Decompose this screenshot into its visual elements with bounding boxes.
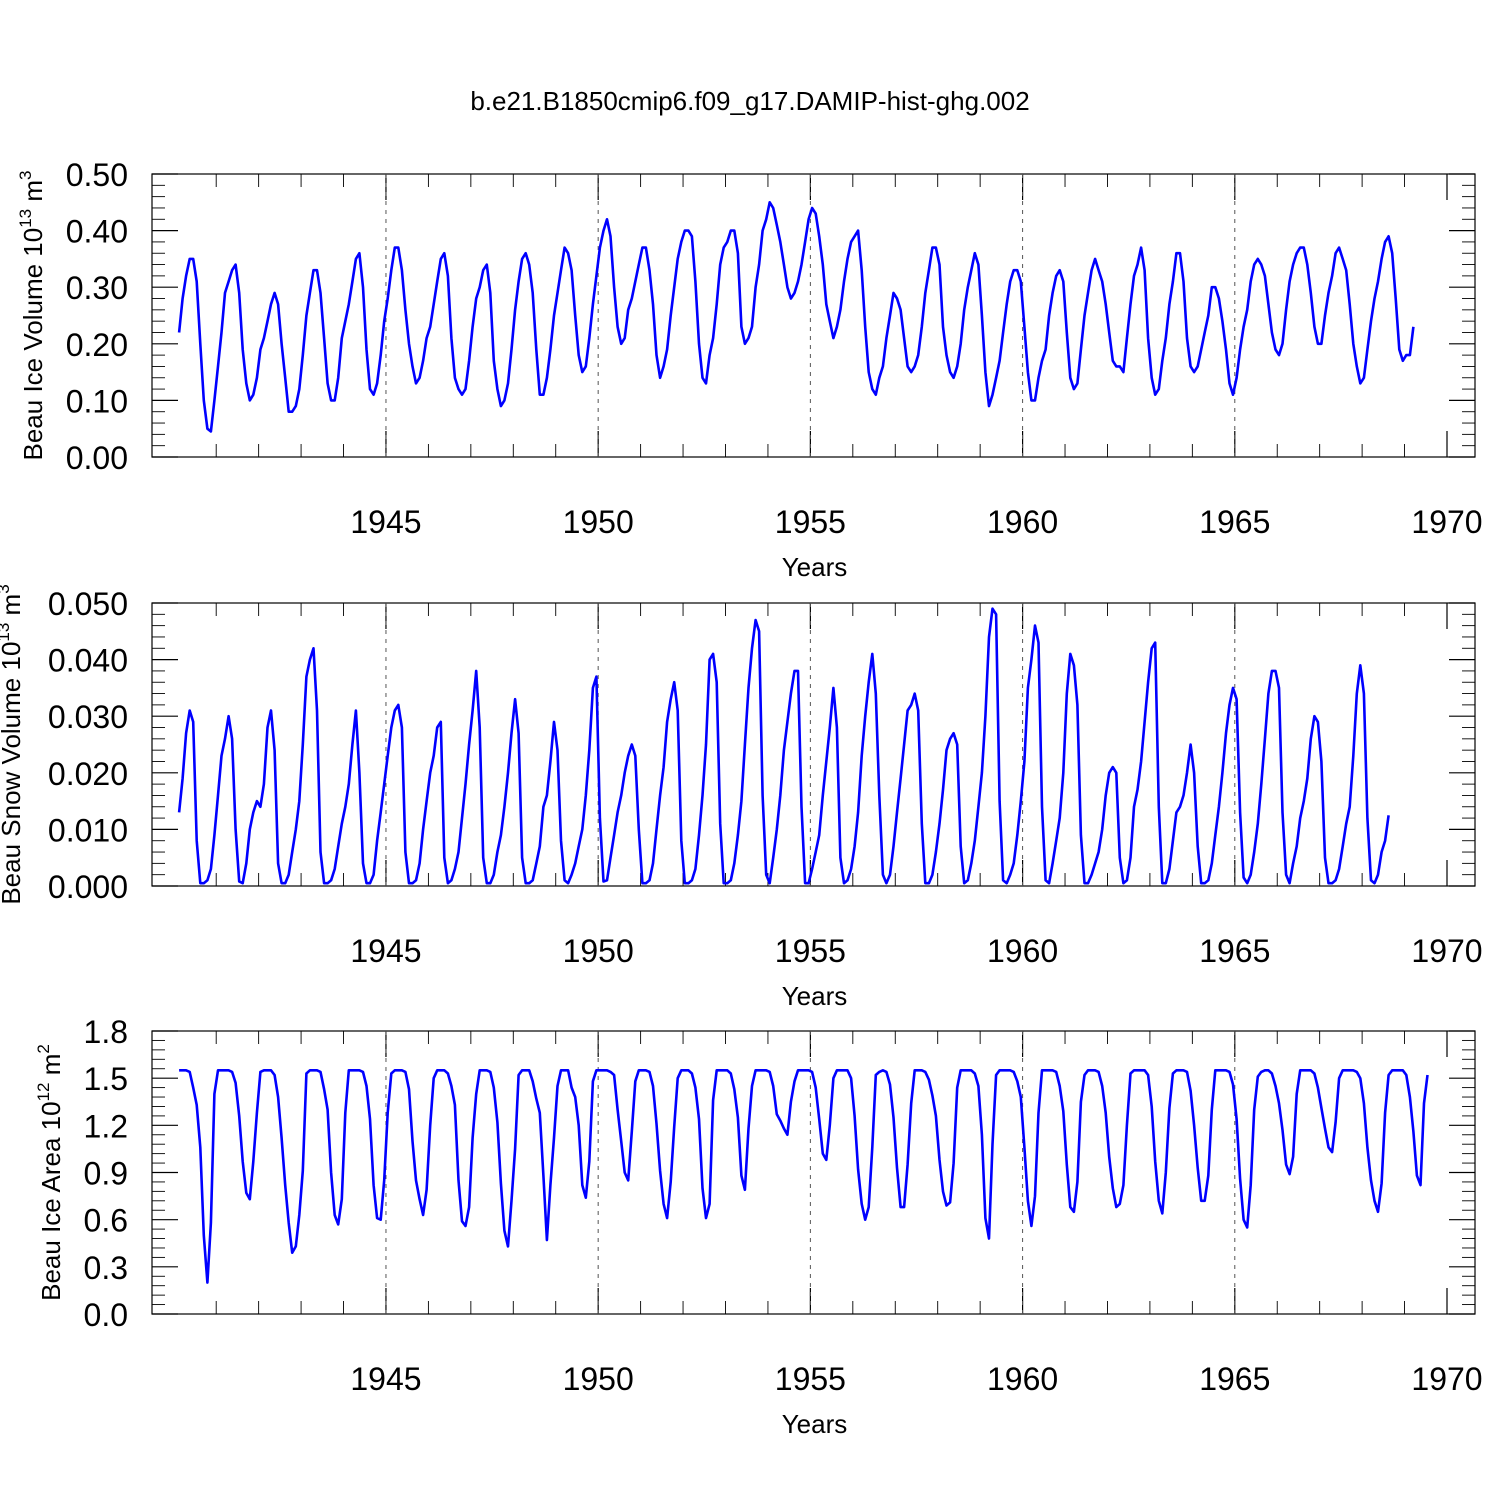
x-axis-label: Years (782, 552, 848, 582)
x-tick-label: 1950 (563, 504, 634, 540)
x-axis-label: Years (782, 981, 848, 1011)
x-tick-label: 1950 (563, 933, 634, 969)
y-axis-label: Beau Ice Volume 1013 m3 (16, 171, 48, 461)
x-axis-label: Years (782, 1409, 848, 1439)
y-tick-label: 0.00 (66, 440, 128, 476)
y-tick-label: 0.10 (66, 383, 128, 419)
x-tick-label: 1945 (350, 1361, 421, 1397)
y-tick-label: 0.9 (84, 1156, 128, 1192)
y-tick-label: 0.0 (84, 1297, 128, 1333)
x-tick-label: 1965 (1199, 933, 1270, 969)
y-tick-label: 0.010 (48, 812, 128, 848)
plot-frame (151, 602, 1476, 887)
x-tick-label: 1965 (1199, 1361, 1270, 1397)
x-tick-label: 1960 (987, 1361, 1058, 1397)
x-tick-label: 1965 (1199, 504, 1270, 540)
y-tick-label: 0.030 (48, 699, 128, 735)
x-tick-label: 1945 (350, 504, 421, 540)
chart-title: b.e21.B1850cmip6.f09_g17.DAMIP-hist-ghg.… (470, 86, 1029, 116)
y-tick-label: 0.6 (84, 1203, 128, 1239)
x-tick-label: 1955 (775, 504, 846, 540)
y-tick-label: 0.000 (48, 869, 128, 905)
y-tick-label: 0.020 (48, 756, 128, 792)
y-tick-label: 0.50 (66, 157, 128, 193)
y-tick-label: 1.2 (84, 1108, 128, 1144)
plot-frame (151, 173, 1476, 458)
y-tick-label: 0.050 (48, 586, 128, 622)
x-tick-label: 1955 (775, 1361, 846, 1397)
x-tick-label: 1970 (1411, 504, 1482, 540)
x-tick-label: 1960 (987, 504, 1058, 540)
x-tick-label: 1955 (775, 933, 846, 969)
x-tick-label: 1945 (350, 933, 421, 969)
data-series-line (177, 201, 1415, 433)
x-tick-label: 1950 (563, 1361, 634, 1397)
panel-3: 1945 1950 1955 1960 1965 1970 0.0 0.3 0.6 0.9 1.2 1… (34, 1014, 1483, 1439)
y-tick-label: 0.20 (66, 327, 128, 363)
y-tick-label: 1.5 (84, 1061, 128, 1097)
y-tick-label: 0.30 (66, 270, 128, 306)
x-tick-label: 1970 (1411, 1361, 1482, 1397)
data-series-line (179, 1069, 1429, 1284)
y-tick-label: 0.040 (48, 643, 128, 679)
y-tick-label: 1.8 (84, 1014, 128, 1050)
x-tick-label: 1960 (987, 933, 1058, 969)
y-axis-label: Beau Snow Volume 1013 m3 (0, 584, 26, 904)
y-tick-label: 0.3 (84, 1250, 128, 1286)
panel-2: 1945 1950 1955 1960 1965 1970 0.000 0.010 0.020 0… (0, 584, 1483, 1011)
panel-1: 1945 1950 1955 1960 1965 1970 0.00 0.10 0.20 0.30… (16, 157, 1483, 582)
y-axis-label: Beau Ice Area 1012 m2 (34, 1044, 66, 1301)
x-tick-label: 1970 (1411, 933, 1482, 969)
y-tick-label: 0.40 (66, 214, 128, 250)
data-series-line (177, 607, 1390, 885)
